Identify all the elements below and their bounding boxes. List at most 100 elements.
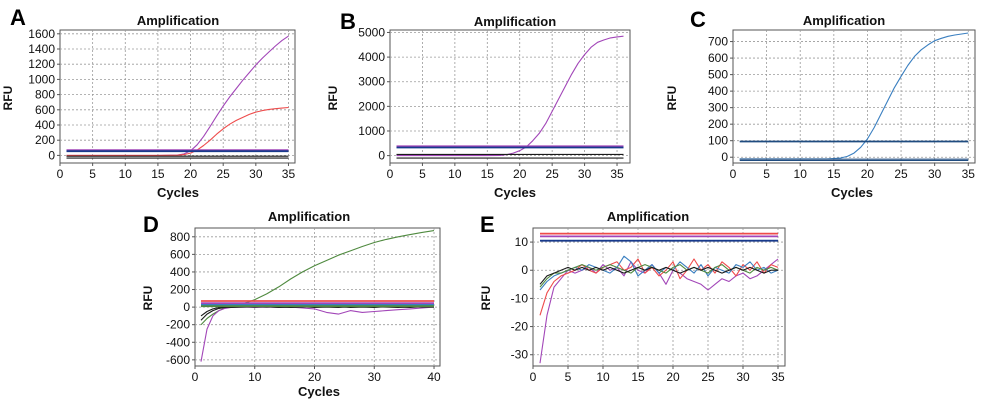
y-tick-label: 2000 xyxy=(358,99,385,113)
series-line-purple-1 xyxy=(200,306,435,362)
plot-area xyxy=(389,29,631,164)
series-line-blue-0 xyxy=(739,32,969,160)
x-tick-label: 25 xyxy=(894,167,908,181)
chart-panel-e: 0 5 10 15 20 25 30 35 -30 -20 -10 0 10 Amplification R… xyxy=(479,209,786,384)
y-tick-label: 3000 xyxy=(358,75,385,89)
panel-letter: C xyxy=(690,7,706,32)
y-tick-label: 0 xyxy=(183,300,190,314)
y-tick-label: 0 xyxy=(378,149,385,163)
x-tick-label: 30 xyxy=(928,167,942,181)
chart-title: Amplification xyxy=(607,209,689,224)
panel-letter: A xyxy=(10,5,26,30)
y-tick-label: 200 xyxy=(35,133,55,147)
panel-letter: D xyxy=(143,212,159,237)
y-tick-label: 500 xyxy=(708,68,728,82)
y-tick-label: 1200 xyxy=(28,57,55,71)
x-tick-label: 20 xyxy=(513,167,527,181)
x-tick-label: 10 xyxy=(119,167,133,181)
y-tick-label: -600 xyxy=(166,353,190,367)
y-tick-label: -30 xyxy=(511,348,529,362)
y-tick-label: 4000 xyxy=(358,50,385,64)
x-axis-label: Cycles xyxy=(831,185,873,200)
series-line-red-1 xyxy=(66,106,289,156)
chart-panel-c: 0 5 10 15 20 25 30 35 0 100 200 300 400 500 600 700 Ampl… xyxy=(665,7,976,200)
x-tick-label: 20 xyxy=(184,167,198,181)
y-tick-label: 100 xyxy=(708,134,728,148)
x-tick-label: 5 xyxy=(763,167,770,181)
y-tick-label: 1000 xyxy=(358,124,385,138)
x-tick-label: 15 xyxy=(151,167,165,181)
x-tick-label: 35 xyxy=(610,167,624,181)
y-tick-label: 1600 xyxy=(28,27,55,41)
x-axis-label: Cycles xyxy=(494,185,536,200)
chart-title: Amplification xyxy=(268,209,350,224)
x-tick-label: 15 xyxy=(481,167,495,181)
y-tick-label: 400 xyxy=(170,265,190,279)
y-tick-label: 600 xyxy=(170,247,190,261)
x-tick-label: 5 xyxy=(89,167,96,181)
x-tick-label: 10 xyxy=(794,167,808,181)
chart-title: Amplification xyxy=(137,13,219,28)
x-tick-label: 35 xyxy=(282,167,296,181)
chart-panel-a: 0 5 10 15 20 25 30 3502004006008001000120014001… xyxy=(1,5,296,200)
x-tick-label: 25 xyxy=(545,167,559,181)
x-tick-label: 0 xyxy=(57,167,64,181)
x-tick-label: 25 xyxy=(701,370,715,384)
series-line-purple-0 xyxy=(396,35,624,157)
y-tick-label: 10 xyxy=(515,235,529,249)
y-tick-label: 600 xyxy=(35,103,55,117)
x-tick-label: 15 xyxy=(631,370,645,384)
x-axis-label: Cycles xyxy=(298,384,340,399)
y-tick-label: 400 xyxy=(708,84,728,98)
x-tick-label: 30 xyxy=(736,370,750,384)
x-tick-label: 15 xyxy=(827,167,841,181)
x-tick-label: 40 xyxy=(427,370,441,384)
y-tick-label: -400 xyxy=(166,335,190,349)
chart-panel-b: 0 5 10 15 20 25 30 35 0 1000 2000 3000 4000 5000 Ampli… xyxy=(326,9,631,200)
panel-letter: B xyxy=(340,9,356,34)
x-tick-label: 0 xyxy=(192,370,199,384)
x-tick-label: 35 xyxy=(771,370,785,384)
chart-panel-d: 0 10 20 30 40 -600 -400 -200 0 200 400 600 800 Amplif… xyxy=(141,209,441,399)
x-tick-label: 5 xyxy=(419,167,426,181)
y-tick-label: 800 xyxy=(170,230,190,244)
x-tick-label: 5 xyxy=(565,370,572,384)
x-tick-label: 30 xyxy=(368,370,382,384)
x-tick-label: 20 xyxy=(861,167,875,181)
plot-area xyxy=(194,227,441,367)
x-tick-label: 20 xyxy=(308,370,322,384)
y-tick-label: 200 xyxy=(170,283,190,297)
x-tick-label: 20 xyxy=(666,370,680,384)
y-tick-label: 600 xyxy=(708,51,728,65)
x-tick-label: 10 xyxy=(596,370,610,384)
y-axis-label: RFU xyxy=(1,86,15,111)
y-axis-label: RFU xyxy=(326,86,340,111)
y-tick-label: 0 xyxy=(721,150,728,164)
series-line-red-1 xyxy=(539,258,779,316)
y-axis-label: RFU xyxy=(665,86,679,111)
y-tick-label: 5000 xyxy=(358,25,385,39)
y-tick-label: 1400 xyxy=(28,42,55,56)
y-tick-label: 0 xyxy=(521,263,528,277)
y-tick-label: 400 xyxy=(35,118,55,132)
panel-letter: E xyxy=(480,212,495,237)
plot-area xyxy=(732,29,976,164)
x-tick-label: 35 xyxy=(962,167,976,181)
y-tick-label: 0 xyxy=(48,148,55,162)
y-tick-label: 1000 xyxy=(28,72,55,86)
x-axis-label: Cycles xyxy=(157,185,199,200)
x-tick-label: 10 xyxy=(248,370,262,384)
x-tick-label: 0 xyxy=(387,167,394,181)
y-tick-label: 700 xyxy=(708,35,728,49)
x-tick-label: 0 xyxy=(730,167,737,181)
y-tick-label: 200 xyxy=(708,117,728,131)
y-tick-label: 800 xyxy=(35,88,55,102)
x-tick-label: 10 xyxy=(448,167,462,181)
y-axis-label: RFU xyxy=(141,286,155,311)
chart-title: Amplification xyxy=(474,14,556,29)
y-tick-label: -200 xyxy=(166,318,190,332)
plot-area xyxy=(532,227,786,367)
plot-area xyxy=(59,29,296,164)
x-tick-label: 25 xyxy=(217,167,231,181)
